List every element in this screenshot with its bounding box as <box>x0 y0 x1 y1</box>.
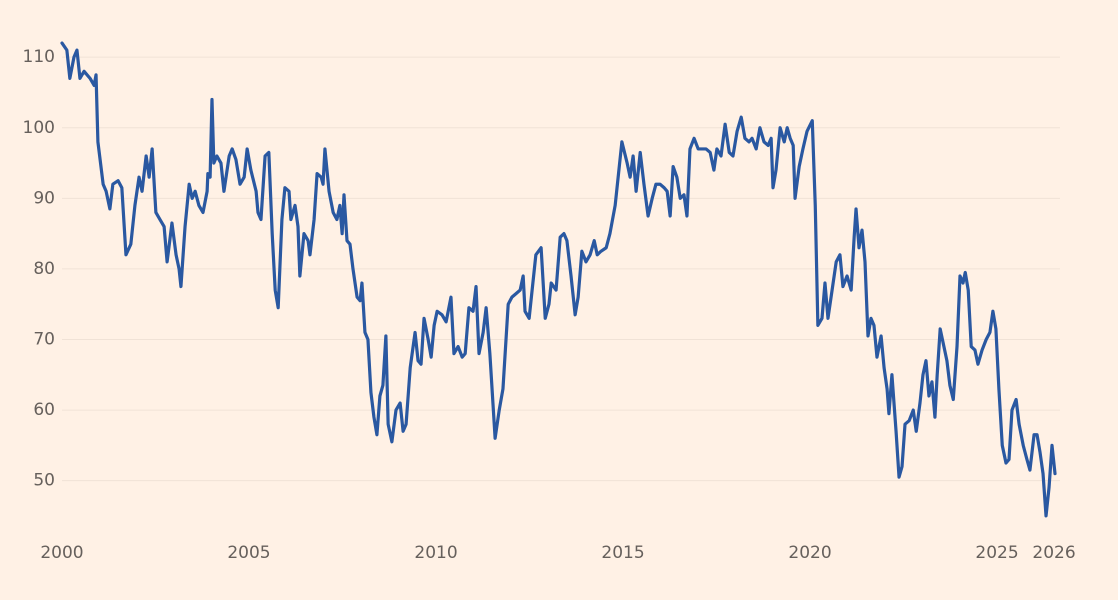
x-tick-label: 2005 <box>227 543 270 563</box>
y-tick-label: 50 <box>33 471 55 491</box>
x-tick-label: 2010 <box>414 543 457 563</box>
x-tick-label: 2000 <box>40 543 83 563</box>
x-tick-label: 2015 <box>601 543 644 563</box>
y-tick-label: 110 <box>23 47 55 67</box>
y-tick-label: 100 <box>23 118 55 138</box>
x-tick-label: 2025 <box>975 543 1018 563</box>
x-tick-label: 2026 <box>1032 543 1075 563</box>
x-tick-label: 2020 <box>788 543 831 563</box>
y-tick-label: 90 <box>33 188 55 208</box>
data-line <box>60 41 1057 518</box>
y-tick-label: 80 <box>33 259 55 279</box>
y-tick-label: 60 <box>33 400 55 420</box>
y-tick-label: 70 <box>33 329 55 349</box>
